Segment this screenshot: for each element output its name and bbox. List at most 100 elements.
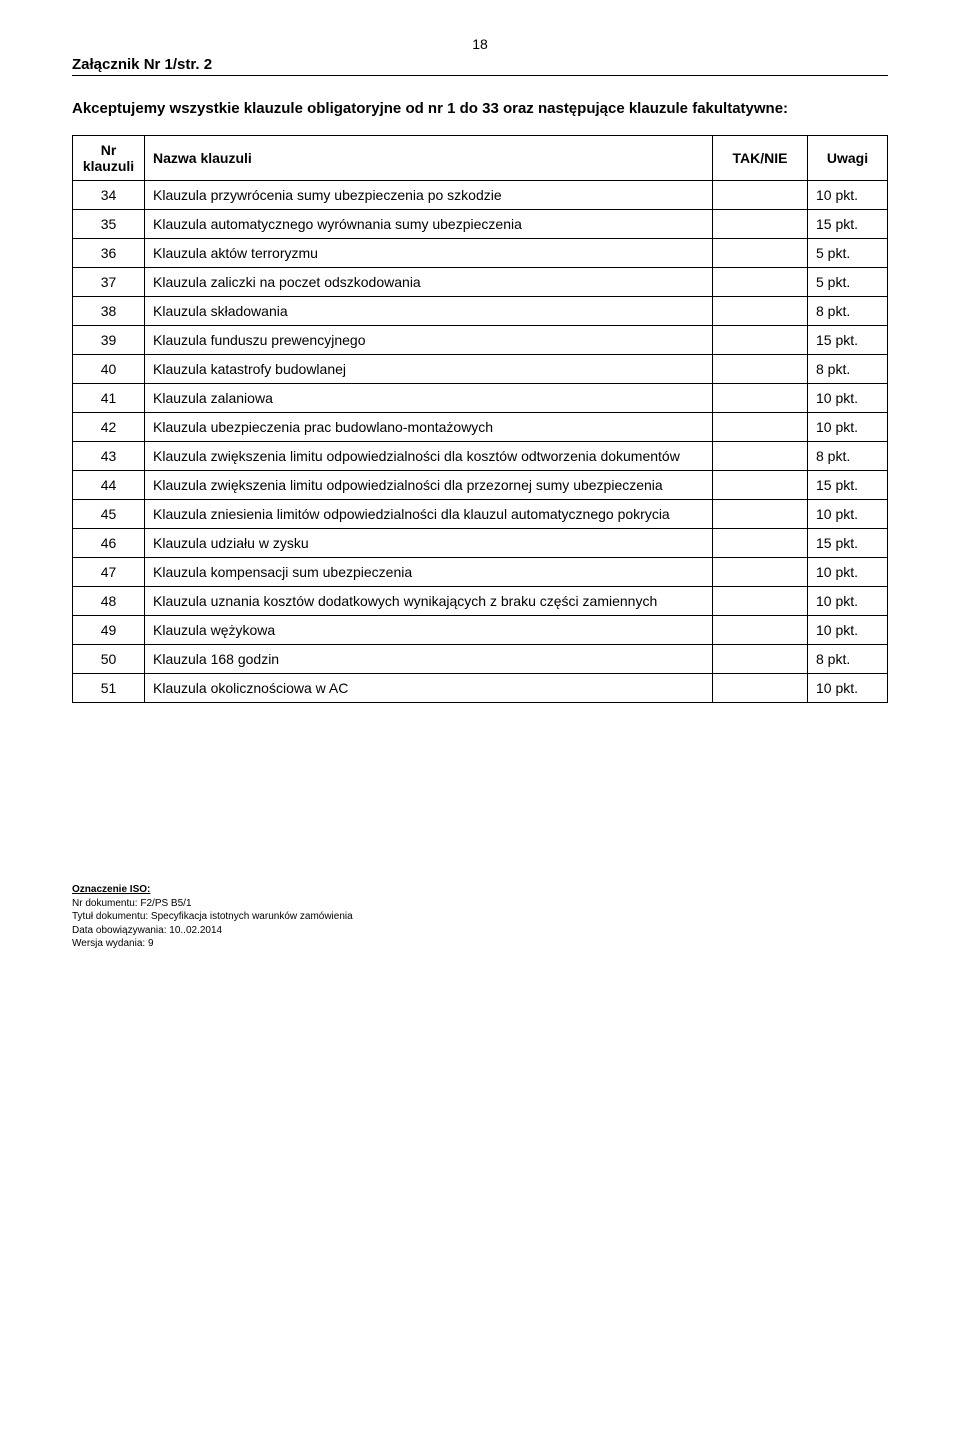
cell-name: Klauzula udziału w zysku [145, 529, 713, 558]
iso-footer: Oznaczenie ISO: Nr dokumentu: F2/PS B5/1… [72, 883, 888, 951]
cell-name: Klauzula zalaniowa [145, 384, 713, 413]
cell-nr: 48 [73, 587, 145, 616]
cell-nr: 45 [73, 500, 145, 529]
footer-line: Tytuł dokumentu: Specyfikacja istotnych … [72, 910, 888, 924]
cell-uwagi: 15 pkt. [808, 471, 888, 500]
cell-uwagi: 15 pkt. [808, 210, 888, 239]
cell-uwagi: 10 pkt. [808, 384, 888, 413]
cell-nr: 46 [73, 529, 145, 558]
table-row: 38Klauzula składowania 8 pkt. [73, 297, 888, 326]
table-row: 43Klauzula zwiększenia limitu odpowiedzi… [73, 442, 888, 471]
col-header-tak: TAK/NIE [713, 136, 808, 181]
cell-tak [713, 471, 808, 500]
table-row: 41Klauzula zalaniowa 10 pkt. [73, 384, 888, 413]
cell-name: Klauzula aktów terroryzmu [145, 239, 713, 268]
cell-uwagi: 10 pkt. [808, 558, 888, 587]
footer-label: Oznaczenie ISO: [72, 883, 888, 897]
cell-uwagi: 10 pkt. [808, 587, 888, 616]
cell-tak [713, 529, 808, 558]
table-row: 47Klauzula kompensacji sum ubezpieczenia… [73, 558, 888, 587]
table-row: 36Klauzula aktów terroryzmu 5 pkt. [73, 239, 888, 268]
cell-name: Klauzula zaliczki na poczet odszkodowani… [145, 268, 713, 297]
cell-uwagi: 10 pkt. [808, 181, 888, 210]
cell-name: Klauzula składowania [145, 297, 713, 326]
table-header-row: Nr klauzuli Nazwa klauzuli TAK/NIE Uwagi [73, 136, 888, 181]
table-row: 35Klauzula automatycznego wyrównania sum… [73, 210, 888, 239]
footer-line: Data obowiązywania: 10..02.2014 [72, 924, 888, 938]
cell-name: Klauzula zwiększenia limitu odpowiedzial… [145, 442, 713, 471]
cell-uwagi: 10 pkt. [808, 413, 888, 442]
cell-name: Klauzula zniesienia limitów odpowiedzial… [145, 500, 713, 529]
cell-name: Klauzula automatycznego wyrównania sumy … [145, 210, 713, 239]
cell-tak [713, 268, 808, 297]
cell-name: Klauzula zwiększenia limitu odpowiedzial… [145, 471, 713, 500]
page-container: 18 Załącznik Nr 1/str. 2 Akceptujemy wsz… [0, 0, 960, 991]
cell-uwagi: 5 pkt. [808, 239, 888, 268]
cell-nr: 38 [73, 297, 145, 326]
cell-tak [713, 645, 808, 674]
cell-uwagi: 8 pkt. [808, 442, 888, 471]
table-row: 34Klauzula przywrócenia sumy ubezpieczen… [73, 181, 888, 210]
cell-nr: 36 [73, 239, 145, 268]
cell-nr: 51 [73, 674, 145, 703]
cell-nr: 44 [73, 471, 145, 500]
cell-tak [713, 413, 808, 442]
cell-nr: 47 [73, 558, 145, 587]
cell-nr: 43 [73, 442, 145, 471]
cell-tak [713, 355, 808, 384]
cell-tak [713, 442, 808, 471]
cell-uwagi: 5 pkt. [808, 268, 888, 297]
col-header-uwagi: Uwagi [808, 136, 888, 181]
cell-tak [713, 587, 808, 616]
table-row: 51Klauzula okolicznościowa w AC 10 pkt. [73, 674, 888, 703]
cell-nr: 39 [73, 326, 145, 355]
table-row: 39Klauzula funduszu prewencyjnego 15 pkt. [73, 326, 888, 355]
col-header-nr: Nr klauzuli [73, 136, 145, 181]
cell-name: Klauzula kompensacji sum ubezpieczenia [145, 558, 713, 587]
cell-nr: 40 [73, 355, 145, 384]
cell-nr: 42 [73, 413, 145, 442]
cell-tak [713, 384, 808, 413]
cell-uwagi: 8 pkt. [808, 297, 888, 326]
cell-uwagi: 10 pkt. [808, 500, 888, 529]
cell-uwagi: 15 pkt. [808, 326, 888, 355]
cell-name: Klauzula wężykowa [145, 616, 713, 645]
cell-tak [713, 297, 808, 326]
cell-uwagi: 8 pkt. [808, 355, 888, 384]
cell-nr: 34 [73, 181, 145, 210]
cell-tak [713, 558, 808, 587]
cell-nr: 35 [73, 210, 145, 239]
page-number: 18 [72, 36, 888, 52]
table-row: 37Klauzula zaliczki na poczet odszkodowa… [73, 268, 888, 297]
cell-tak [713, 500, 808, 529]
intro-text: Akceptujemy wszystkie klauzule obligator… [72, 100, 888, 117]
footer-line: Wersja wydania: 9 [72, 937, 888, 951]
cell-name: Klauzula okolicznościowa w AC [145, 674, 713, 703]
cell-uwagi: 8 pkt. [808, 645, 888, 674]
table-row: 42Klauzula ubezpieczenia prac budowlano-… [73, 413, 888, 442]
table-row: 40Klauzula katastrofy budowlanej8 pkt. [73, 355, 888, 384]
cell-uwagi: 10 pkt. [808, 674, 888, 703]
cell-tak [713, 239, 808, 268]
cell-name: Klauzula ubezpieczenia prac budowlano-mo… [145, 413, 713, 442]
cell-tak [713, 210, 808, 239]
cell-name: Klauzula przywrócenia sumy ubezpieczenia… [145, 181, 713, 210]
table-row: 49Klauzula wężykowa 10 pkt. [73, 616, 888, 645]
table-row: 44Klauzula zwiększenia limitu odpowiedzi… [73, 471, 888, 500]
attachment-header: Załącznik Nr 1/str. 2 [72, 56, 888, 76]
cell-tak [713, 674, 808, 703]
cell-name: Klauzula 168 godzin [145, 645, 713, 674]
cell-uwagi: 15 pkt. [808, 529, 888, 558]
cell-name: Klauzula uznania kosztów dodatkowych wyn… [145, 587, 713, 616]
cell-nr: 37 [73, 268, 145, 297]
cell-name: Klauzula funduszu prewencyjnego [145, 326, 713, 355]
cell-uwagi: 10 pkt. [808, 616, 888, 645]
cell-nr: 49 [73, 616, 145, 645]
table-row: 46Klauzula udziału w zysku 15 pkt. [73, 529, 888, 558]
cell-nr: 41 [73, 384, 145, 413]
col-header-name: Nazwa klauzuli [145, 136, 713, 181]
footer-line: Nr dokumentu: F2/PS B5/1 [72, 897, 888, 911]
table-row: 48Klauzula uznania kosztów dodatkowych w… [73, 587, 888, 616]
cell-tak [713, 326, 808, 355]
cell-tak [713, 616, 808, 645]
